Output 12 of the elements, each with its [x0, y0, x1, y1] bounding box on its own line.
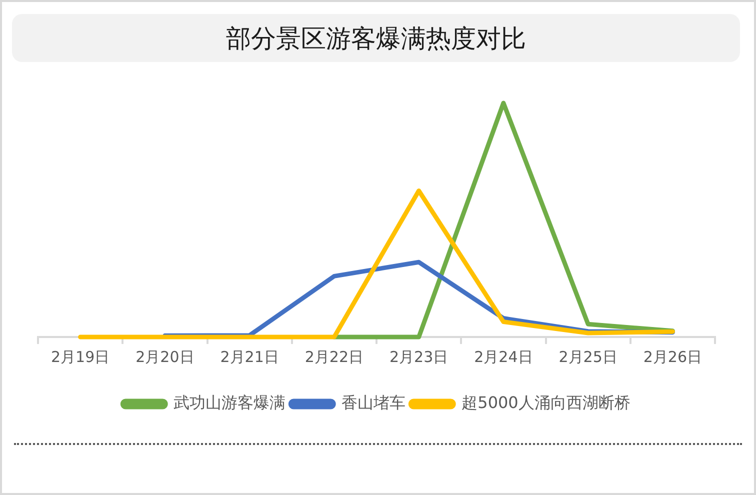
legend-label: 超5000人涌向西湖断桥 — [462, 393, 630, 412]
x-tick-label: 2月25日 — [558, 348, 618, 366]
legend-label: 香山堵车 — [342, 393, 406, 412]
x-tick-label: 2月22日 — [304, 348, 364, 366]
chart-title: 部分景区游客爆满热度对比 — [12, 14, 740, 62]
x-tick-label: 2月20日 — [136, 348, 194, 366]
x-tick-label: 2月23日 — [389, 348, 448, 366]
x-tick-label: 2月26日 — [643, 348, 702, 366]
x-tick-label: 2月19日 — [50, 348, 110, 366]
x-tick-label: 2月24日 — [474, 348, 533, 366]
legend-label: 武功山游客爆满 — [174, 393, 286, 412]
x-tick-label: 2月21日 — [220, 348, 279, 366]
